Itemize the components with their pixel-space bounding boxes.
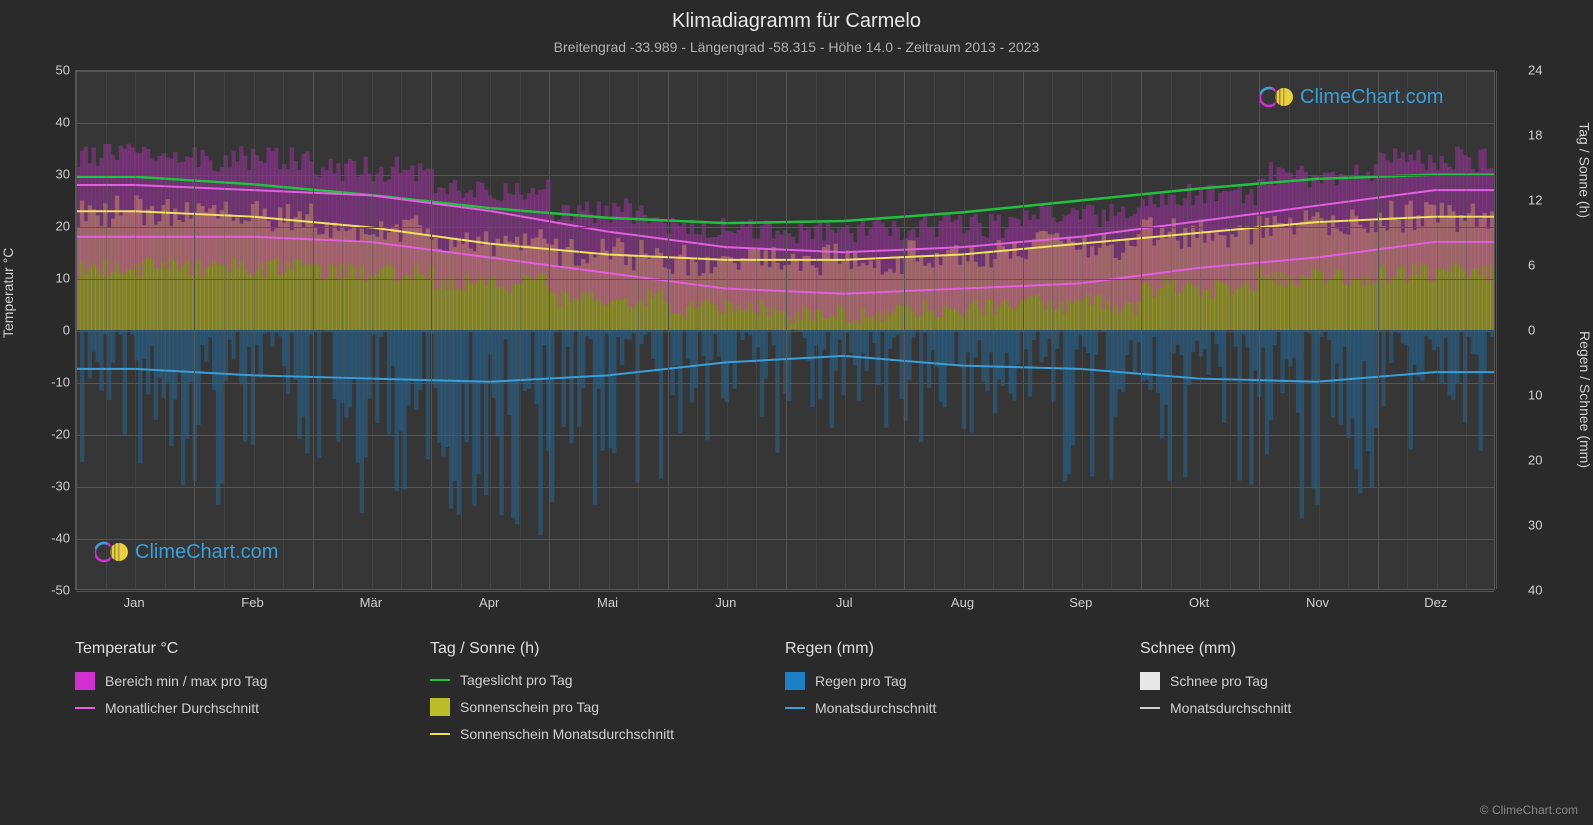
legend-column: Temperatur °C Bereich min / max pro Tag Mo… [75,640,430,752]
legend-title: Temperatur °C [75,640,430,658]
legend-title: Tag / Sonne (h) [430,640,785,658]
legend-item: Tageslicht pro Tag [430,672,785,688]
y-right-tick: 10 [1528,388,1542,403]
legend-swatch [1140,672,1160,690]
y-axis-right: 2418126010203040 [1528,70,1573,590]
legend-item: Regen pro Tag [785,672,1140,690]
legend-label: Tageslicht pro Tag [460,672,573,688]
copyright: © ClimeChart.com [1480,803,1578,817]
y-left-tick: 0 [63,323,70,338]
legend-label: Sonnenschein pro Tag [460,699,599,715]
watermark-text: ClimeChart.com [135,541,278,564]
x-tick: Feb [241,595,263,610]
legend-label: Sonnenschein Monatsdurchschnitt [460,726,674,742]
legend: Temperatur °C Bereich min / max pro Tag Mo… [75,640,1495,752]
watermark-text: ClimeChart.com [1300,86,1443,109]
legend-swatch [430,698,450,716]
y-right-tick: 12 [1528,193,1542,208]
legend-label: Monatsdurchschnitt [1170,700,1291,716]
legend-item: Monatsdurchschnitt [1140,700,1495,716]
legend-item: Monatsdurchschnitt [785,700,1140,716]
x-tick: Dez [1424,595,1447,610]
legend-label: Bereich min / max pro Tag [105,673,267,689]
x-tick: Okt [1189,595,1209,610]
legend-swatch [785,707,805,709]
y-axis-right-bot-label: Regen / Schnee (mm) [1577,331,1593,468]
legend-label: Monatsdurchschnitt [815,700,936,716]
y-left-tick: 20 [56,219,70,234]
legend-item: Sonnenschein pro Tag [430,698,785,716]
legend-swatch [430,733,450,735]
y-right-tick: 20 [1528,453,1542,468]
legend-swatch [430,679,450,681]
y-axis-right-top-label: Tag / Sonne (h) [1577,122,1593,218]
climate-chart: Klimadiagramm für Carmelo Breitengrad -3… [0,0,1593,825]
climechart-logo-icon [95,540,129,564]
chart-title: Klimadiagramm für Carmelo [0,0,1593,33]
legend-item: Sonnenschein Monatsdurchschnitt [430,726,785,742]
y-right-tick: 0 [1528,323,1535,338]
legend-item: Bereich min / max pro Tag [75,672,430,690]
y-left-tick: -50 [51,583,70,598]
legend-column: Schnee (mm) Schnee pro Tag Monatsdurchschn… [1140,640,1495,752]
y-left-tick: 10 [56,271,70,286]
legend-label: Regen pro Tag [815,673,907,689]
legend-swatch [75,707,95,709]
y-axis-left-label: Temperatur °C [0,248,16,338]
x-tick: Jan [124,595,145,610]
y-left-tick: 30 [56,167,70,182]
y-left-tick: -30 [51,479,70,494]
legend-column: Regen (mm) Regen pro Tag Monatsdurchschnit… [785,640,1140,752]
legend-item: Monatlicher Durchschnitt [75,700,430,716]
y-left-tick: 40 [56,115,70,130]
x-tick: Nov [1306,595,1329,610]
y-right-tick: 24 [1528,63,1542,78]
y-left-tick: 50 [56,63,70,78]
y-axis-left: 50403020100-10-20-30-40-50 [40,70,70,590]
watermark: ClimeChart.com [1260,85,1443,109]
chart-subtitle: Breitengrad -33.989 - Längengrad -58.315… [0,33,1593,55]
x-tick: Sep [1069,595,1092,610]
y-left-tick: -20 [51,427,70,442]
y-right-tick: 6 [1528,258,1535,273]
x-tick: Mär [360,595,382,610]
legend-swatch [1140,707,1160,709]
legend-title: Schnee (mm) [1140,640,1495,658]
legend-title: Regen (mm) [785,640,1140,658]
legend-item: Schnee pro Tag [1140,672,1495,690]
plot-area [75,70,1495,590]
x-tick: Jun [715,595,736,610]
x-tick: Jul [836,595,853,610]
legend-column: Tag / Sonne (h) Tageslicht pro Tag Sonnens… [430,640,785,752]
y-left-tick: -40 [51,531,70,546]
legend-label: Schnee pro Tag [1170,673,1268,689]
x-tick: Apr [479,595,499,610]
legend-swatch [785,672,805,690]
x-axis: Jan Feb Mär Apr Mai Jun Jul Aug Sep Okt Nov Dez [75,595,1495,615]
legend-swatch [75,672,95,690]
y-right-tick: 18 [1528,128,1542,143]
climechart-logo-icon [1260,85,1294,109]
y-left-tick: -10 [51,375,70,390]
y-right-tick: 30 [1528,518,1542,533]
x-tick: Aug [951,595,974,610]
plot-svg [76,71,1494,589]
watermark: ClimeChart.com [95,540,278,564]
y-right-tick: 40 [1528,583,1542,598]
x-tick: Mai [597,595,618,610]
legend-label: Monatlicher Durchschnitt [105,700,259,716]
